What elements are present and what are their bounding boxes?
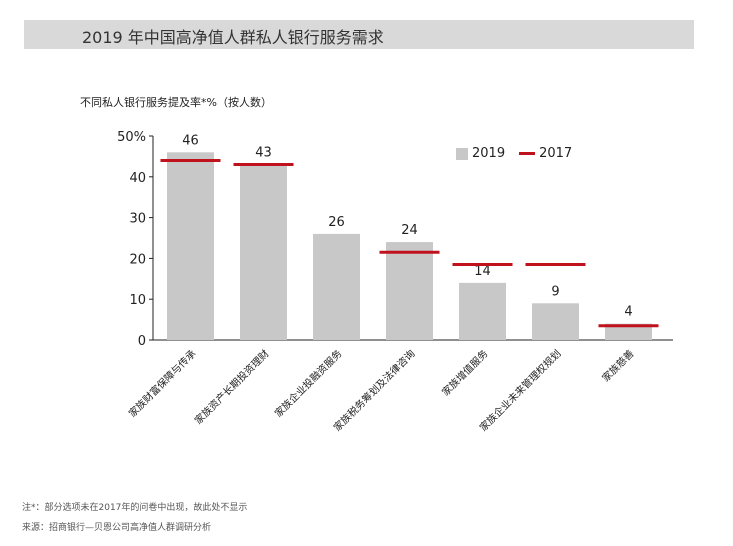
category-label: 家族财富保障与传承 (126, 347, 199, 420)
source-note: 来源：招商银行—贝恩公司高净值人群调研分析 (22, 523, 212, 533)
y-tick-label: 40 (129, 171, 146, 186)
y-tick-label: 20 (129, 252, 146, 267)
y-tick-label: 50% (117, 130, 146, 145)
category-label: 家族增值服务 (439, 347, 491, 399)
bar (532, 303, 579, 340)
category-label: 家族企业投融资服务 (272, 347, 345, 420)
data-label: 24 (401, 223, 418, 238)
chart-subtitle: 不同私人银行服务提及率*%（按人数） (80, 96, 272, 109)
bar (605, 323, 652, 340)
category-label: 家族税务筹划及法律咨询 (331, 347, 418, 434)
data-label: 43 (255, 146, 272, 161)
bar (459, 282, 506, 340)
footnote: 注*：部分选项未在2017年的问卷中出现，故此处不显示 (22, 503, 248, 513)
legend-label-2017: 2017 (539, 146, 573, 161)
bar (386, 242, 433, 340)
legend-item-2017: 2017 (519, 146, 572, 161)
legend-label-2019: 2019 (472, 146, 506, 161)
chart-legend: 2019 2017 (456, 146, 586, 161)
bar (167, 152, 214, 340)
data-label: 14 (474, 264, 491, 279)
page-title: 2019 年中国高净值人群私人银行服务需求 (82, 28, 384, 47)
data-label: 46 (182, 133, 199, 148)
legend-swatch-2019 (456, 147, 468, 160)
y-tick-label: 10 (129, 293, 146, 308)
category-label: 家族企业未来管理权规划 (477, 347, 564, 434)
data-label: 9 (551, 284, 559, 299)
legend-item-2019: 2019 (456, 146, 505, 161)
bar (240, 164, 287, 340)
data-label: 26 (328, 215, 345, 230)
y-tick-label: 0 (138, 334, 146, 349)
bar (313, 233, 360, 340)
title-bar: 2019 年中国高净值人群私人银行服务需求 (24, 20, 694, 49)
category-label: 家族资产长期投资理财 (192, 347, 272, 427)
y-tick-label: 30 (129, 212, 146, 227)
data-label: 4 (624, 305, 632, 320)
legend-swatch-2017 (519, 152, 536, 155)
category-label: 家族慈善 (599, 347, 636, 384)
